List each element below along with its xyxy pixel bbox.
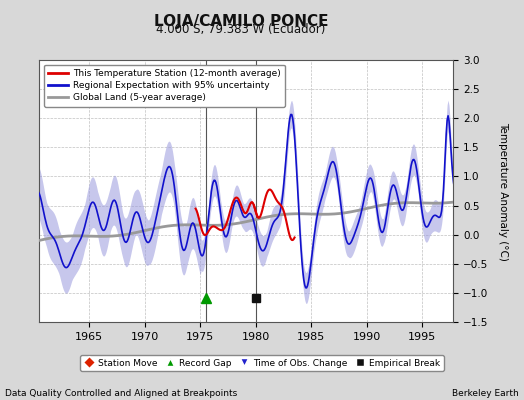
Text: Data Quality Controlled and Aligned at Breakpoints: Data Quality Controlled and Aligned at B…	[5, 389, 237, 398]
Y-axis label: Temperature Anomaly (°C): Temperature Anomaly (°C)	[498, 122, 508, 260]
Text: LOJA/CAMILO PONCE: LOJA/CAMILO PONCE	[154, 14, 329, 29]
Text: Berkeley Earth: Berkeley Earth	[452, 389, 519, 398]
Legend: Station Move, Record Gap, Time of Obs. Change, Empirical Break: Station Move, Record Gap, Time of Obs. C…	[80, 355, 444, 371]
Text: 4.000 S, 79.383 W (Ecuador): 4.000 S, 79.383 W (Ecuador)	[156, 23, 326, 36]
Legend: This Temperature Station (12-month average), Regional Expectation with 95% uncer: This Temperature Station (12-month avera…	[44, 64, 285, 107]
